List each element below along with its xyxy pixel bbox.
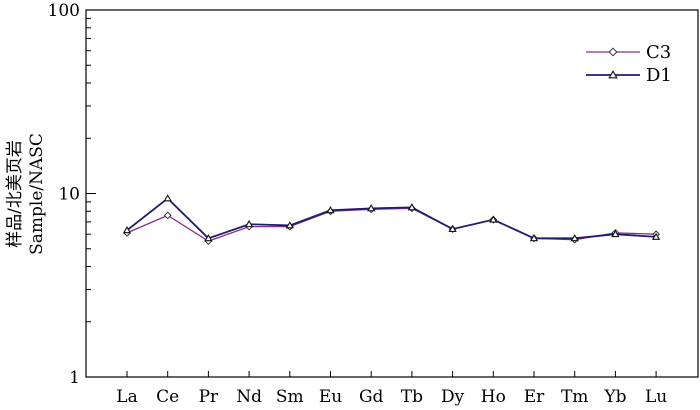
y-tick-label: 1 [69,368,80,388]
data-point [407,203,417,211]
legend-item-c3: C3 [586,42,671,63]
legend-label: D1 [646,65,672,86]
x-tick-label: Nd [236,387,262,407]
data-point [570,233,579,242]
series-layer [122,194,661,246]
x-tick-label: Er [524,387,545,407]
data-point [285,221,294,229]
data-point [651,232,661,240]
x-axis: La Ce Pr Nd Sm Eu Gd Tb Dy Ho Er Tm Yb Lu [116,371,667,407]
x-tick-label: La [116,387,137,407]
data-point [448,224,457,233]
x-tick-label: Ce [156,387,179,407]
data-point [163,194,172,202]
x-tick-label: Ho [481,387,506,407]
legend-label: C3 [646,42,671,63]
series-d1 [122,194,661,242]
y-tick-label: 100 [48,1,80,21]
y-axis-label-cn: 样品/北美页岩 [5,140,25,248]
y-axis-label-en: Sample/NASC [27,133,47,255]
x-tick-label: Eu [319,387,342,407]
x-tick-label: Gd [359,387,384,407]
data-point [204,233,213,242]
x-tick-label: Sm [276,387,304,407]
x-tick-label: Tb [401,387,423,407]
x-tick-label: Pr [199,387,219,407]
data-point [163,211,172,220]
plot-frame [85,9,699,378]
series-line [126,197,657,240]
x-tick-label: Tm [561,387,588,407]
data-point [326,205,335,214]
data-point [122,226,132,234]
data-point [611,229,620,238]
legend-item-d1: D1 [586,65,672,86]
x-tick-label: Yb [603,387,626,407]
x-tick-label: Dy [441,387,465,407]
x-tick-label: Lu [645,387,667,407]
y-axis: 1 10 100 [48,1,96,388]
series-line [126,207,657,242]
data-point [529,233,539,242]
y-tick-label: 10 [58,185,80,205]
data-point [367,204,376,212]
data-point [244,219,254,228]
data-point [608,70,618,79]
data-point [608,47,618,57]
data-point [489,215,498,223]
